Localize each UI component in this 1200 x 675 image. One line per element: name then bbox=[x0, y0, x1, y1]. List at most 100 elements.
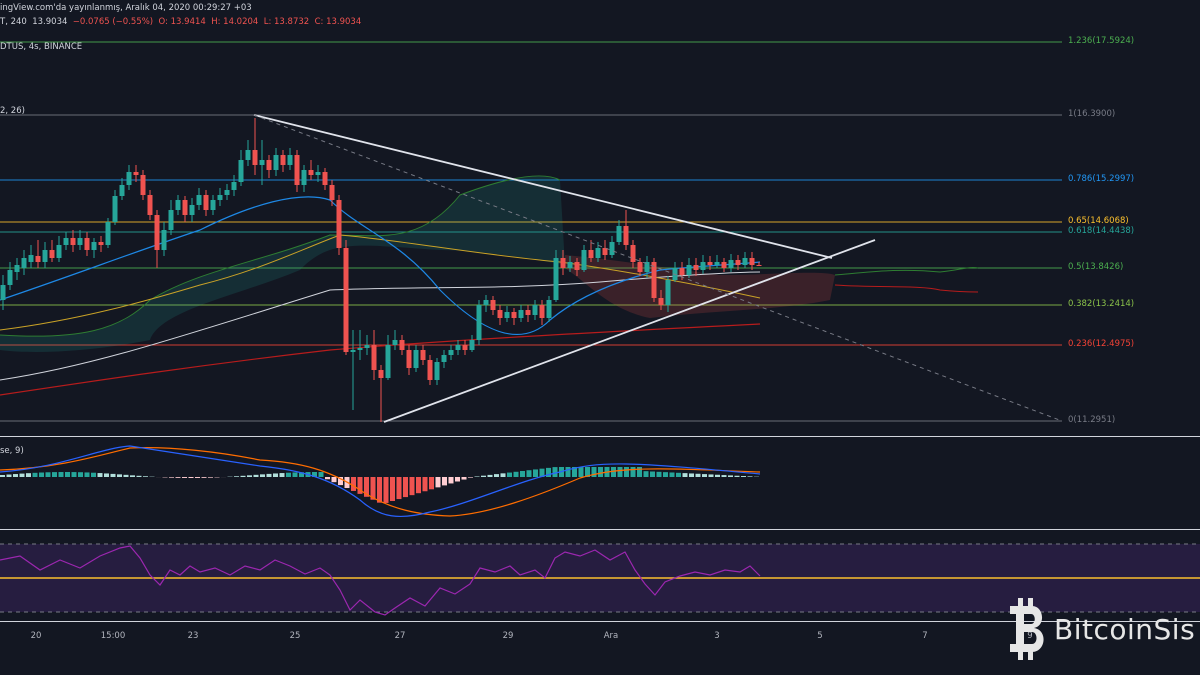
candle bbox=[287, 148, 293, 170]
candle bbox=[427, 355, 433, 385]
candle bbox=[672, 262, 678, 282]
macd-bar bbox=[455, 477, 460, 482]
macd-bar bbox=[123, 474, 129, 477]
macd-bar bbox=[390, 477, 395, 501]
candle bbox=[476, 300, 482, 345]
candle bbox=[273, 148, 279, 176]
high-value: H: 14.0204 bbox=[211, 17, 259, 27]
candle bbox=[245, 140, 251, 166]
time-axis-label: 5 bbox=[817, 631, 823, 641]
macd-bar bbox=[747, 476, 753, 477]
macd-bar bbox=[721, 475, 727, 477]
macd-bar bbox=[689, 473, 694, 477]
candle bbox=[336, 195, 342, 255]
projection-line bbox=[253, 114, 1063, 422]
macd-bar bbox=[97, 473, 103, 477]
candle bbox=[469, 335, 475, 352]
macd-bar bbox=[409, 477, 415, 496]
macd-bar bbox=[312, 472, 317, 477]
macd-bar bbox=[58, 472, 64, 477]
candle bbox=[196, 188, 202, 210]
macd-bar bbox=[617, 467, 623, 477]
candle bbox=[217, 188, 223, 206]
macd-bar bbox=[26, 473, 31, 477]
candle bbox=[84, 232, 90, 256]
macd-bar bbox=[240, 475, 246, 477]
macd-bar bbox=[377, 477, 382, 503]
candle bbox=[756, 262, 762, 266]
candle bbox=[70, 230, 76, 252]
time-axis-label: 9 bbox=[1027, 631, 1033, 641]
macd-bar bbox=[520, 471, 525, 477]
candle bbox=[448, 345, 454, 360]
macd-line bbox=[0, 445, 761, 518]
candle bbox=[119, 178, 125, 200]
macd-bar bbox=[546, 467, 551, 477]
candle bbox=[308, 160, 314, 180]
macd-bar bbox=[442, 477, 447, 486]
candle bbox=[434, 358, 440, 385]
fib-label: 0.786(15.2997) bbox=[1068, 174, 1135, 184]
candle bbox=[532, 300, 538, 320]
signal-line bbox=[0, 447, 761, 517]
candle bbox=[567, 256, 573, 272]
macd-bar bbox=[682, 473, 688, 477]
candle bbox=[686, 258, 692, 278]
pane-separator[interactable] bbox=[0, 529, 1200, 530]
candle bbox=[735, 255, 741, 270]
candle bbox=[490, 296, 496, 315]
macd-bar bbox=[383, 477, 389, 503]
candle bbox=[343, 240, 349, 355]
time-axis-label: 15:00 bbox=[100, 631, 126, 641]
candle bbox=[91, 238, 97, 258]
candle bbox=[504, 306, 510, 322]
candle bbox=[658, 290, 664, 310]
macd-bar bbox=[578, 467, 584, 477]
macd-bar bbox=[331, 477, 337, 483]
time-axis-label: 23 bbox=[187, 631, 199, 641]
macd-bar bbox=[318, 472, 324, 477]
symbol-interval: T, 240 bbox=[0, 17, 27, 27]
candle bbox=[133, 165, 139, 182]
macd-bar bbox=[370, 477, 376, 500]
candle bbox=[539, 300, 545, 325]
candle bbox=[231, 175, 237, 196]
macd-bar bbox=[585, 467, 590, 477]
macd-bar bbox=[234, 476, 239, 477]
macd-bar bbox=[416, 477, 421, 494]
candle bbox=[175, 195, 181, 215]
candle bbox=[588, 240, 594, 262]
rsi-line bbox=[0, 545, 761, 616]
macd-bar bbox=[663, 472, 668, 477]
macd-bar bbox=[253, 474, 259, 477]
pane-separator[interactable] bbox=[0, 436, 1200, 437]
pane-separator[interactable] bbox=[0, 621, 1200, 622]
macd-bar bbox=[143, 476, 148, 477]
ma-100 bbox=[0, 271, 761, 381]
candle bbox=[42, 242, 48, 268]
candle bbox=[693, 258, 699, 276]
candle bbox=[350, 330, 356, 410]
candle bbox=[462, 340, 468, 355]
macd-bar bbox=[565, 467, 571, 477]
candle bbox=[329, 180, 335, 206]
macd-bar bbox=[39, 472, 44, 477]
candle bbox=[497, 305, 503, 325]
candle bbox=[399, 335, 405, 355]
candle bbox=[721, 258, 727, 272]
bitcoin-icon bbox=[1010, 598, 1044, 660]
candle bbox=[280, 150, 286, 172]
fib-label: 1(16.3900) bbox=[1068, 109, 1116, 119]
candle bbox=[749, 252, 755, 270]
indicator-label: 2, 26) bbox=[0, 106, 25, 116]
macd-bar bbox=[572, 467, 577, 477]
candle bbox=[518, 305, 524, 322]
candle bbox=[210, 195, 216, 215]
macd-bar bbox=[461, 477, 467, 480]
macd-bar bbox=[364, 477, 369, 497]
macd-bar bbox=[715, 474, 720, 477]
macd-bar bbox=[175, 477, 181, 478]
candle bbox=[357, 330, 363, 360]
candle bbox=[140, 170, 146, 200]
